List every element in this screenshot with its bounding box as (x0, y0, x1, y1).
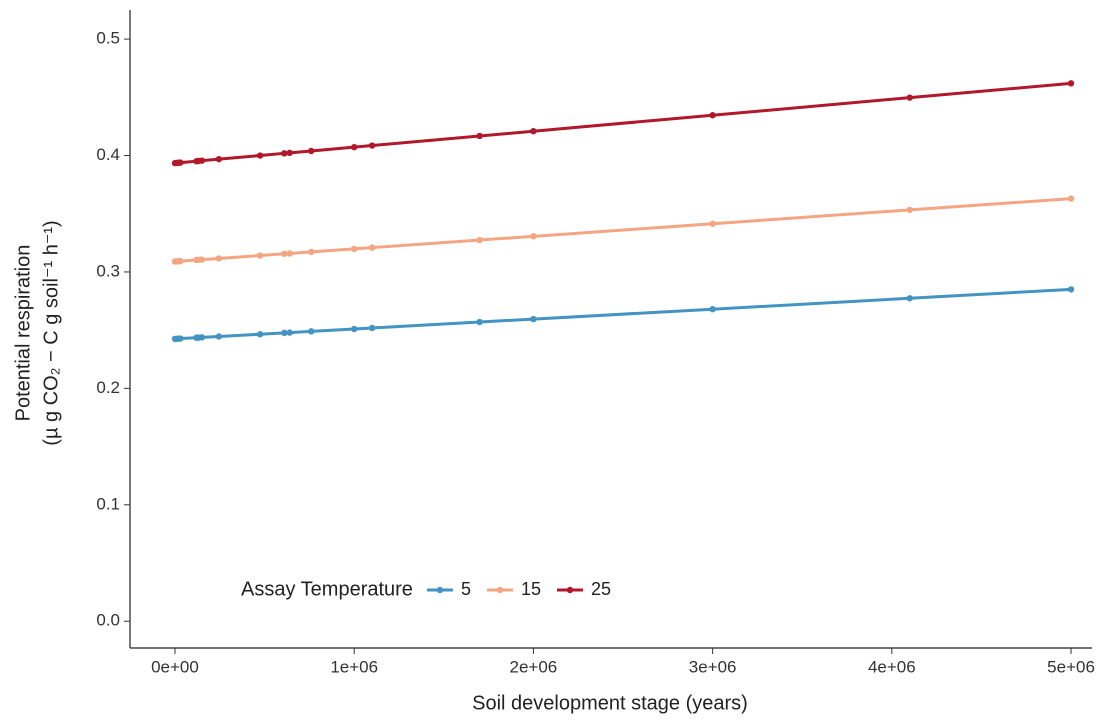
data-point (350, 245, 358, 253)
data-point (709, 112, 716, 119)
data-point (281, 329, 288, 337)
x-tick-label: 5e+06 (1047, 657, 1095, 676)
data-point (177, 257, 184, 265)
data-point (709, 220, 716, 227)
data-point (307, 248, 315, 256)
data-point (530, 315, 537, 323)
legend-label: 15 (521, 579, 541, 599)
y-tick-label: 0.1 (96, 494, 120, 513)
data-point (215, 155, 223, 163)
y-tick-label: 0.4 (96, 145, 120, 164)
data-point (215, 333, 223, 340)
legend-swatch (436, 586, 444, 594)
data-point (286, 149, 293, 157)
y-tick-label: 0.2 (96, 378, 120, 397)
data-point (256, 252, 264, 259)
data-point (530, 233, 537, 240)
data-point (281, 150, 288, 157)
x-tick-label: 3e+06 (689, 657, 737, 676)
data-point (177, 335, 184, 342)
data-point (215, 255, 223, 262)
data-point (256, 152, 264, 159)
data-point (1067, 195, 1075, 202)
y-tick-label: 0.5 (96, 29, 120, 48)
data-point (368, 324, 376, 332)
legend-title: Assay Temperature (241, 578, 413, 600)
x-tick-label: 1e+06 (330, 657, 378, 676)
legend-swatch (566, 586, 574, 594)
data-point (530, 127, 537, 135)
y-tick-label: 0.0 (96, 611, 120, 630)
data-point (286, 329, 293, 336)
data-point (286, 250, 293, 257)
y-axis-label: Potential respiration (12, 245, 34, 422)
x-tick-label: 4e+06 (868, 657, 916, 676)
data-point (709, 306, 716, 313)
y-tick-label: 0.3 (96, 261, 120, 280)
x-tick-label: 0e+00 (151, 657, 199, 676)
data-point (256, 331, 264, 338)
x-axis-label: Soil development stage (years) (472, 692, 748, 714)
data-point (476, 132, 483, 140)
y-axis-label: (µ g CO₂ − C g soil⁻¹ h⁻¹) (40, 220, 62, 445)
data-point (906, 295, 913, 302)
data-point (350, 143, 358, 151)
x-tick-label: 2e+06 (510, 657, 558, 676)
data-point (368, 244, 376, 251)
data-point (1067, 286, 1075, 293)
data-point (350, 325, 358, 333)
legend-label: 25 (591, 579, 611, 599)
data-point (177, 159, 184, 166)
data-point (281, 250, 288, 257)
data-point (1067, 80, 1075, 87)
data-point (198, 334, 206, 341)
data-point (906, 94, 913, 101)
data-point (476, 318, 483, 326)
legend-swatch (496, 586, 504, 594)
data-point (307, 147, 315, 155)
legend-label: 5 (461, 579, 471, 599)
data-point (476, 236, 483, 244)
data-point (906, 206, 913, 214)
data-point (307, 328, 315, 335)
data-point (198, 256, 206, 263)
data-point (368, 142, 376, 149)
data-point (198, 157, 206, 164)
